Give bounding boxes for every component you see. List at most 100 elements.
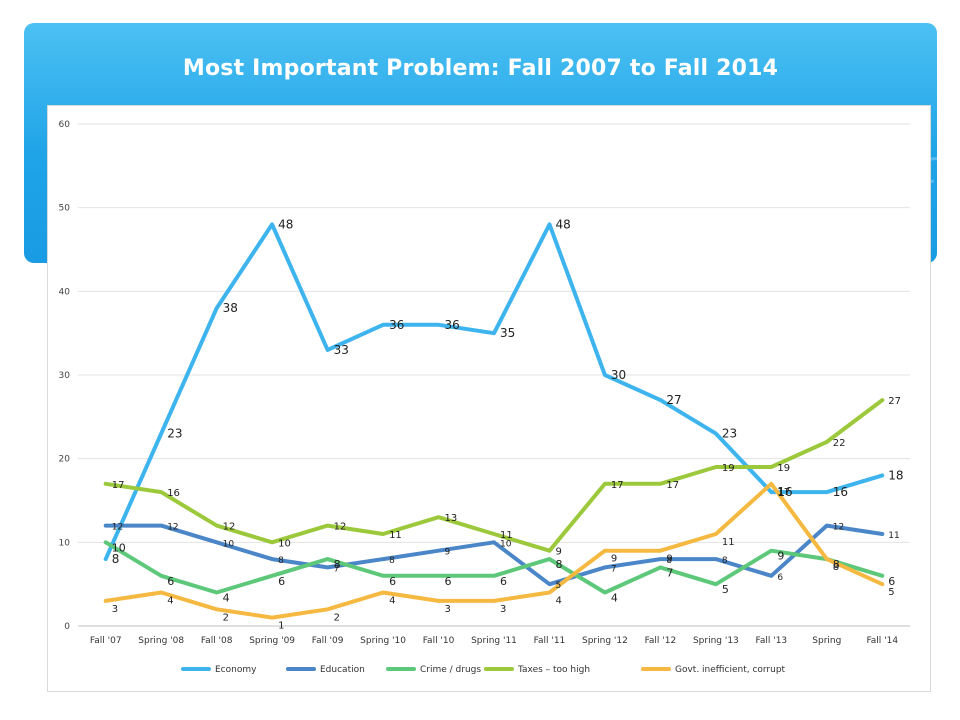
data-label: 8	[722, 556, 728, 566]
data-label: 10	[500, 539, 512, 549]
data-label: 4	[223, 592, 230, 605]
data-label: 23	[167, 427, 182, 441]
data-label: 7	[611, 564, 617, 574]
data-label: 8	[278, 556, 284, 566]
data-label: 6	[278, 575, 285, 588]
y-axis-ticks: 0 10 20 30 40 50 60	[59, 120, 71, 632]
data-label: 35	[500, 326, 515, 340]
data-label: 8	[833, 562, 839, 573]
data-label: 5	[555, 581, 561, 591]
data-label: 2	[223, 612, 229, 623]
data-label: 3	[500, 604, 506, 615]
y-tick-label: 0	[64, 622, 70, 632]
data-label: 4	[389, 596, 395, 607]
data-label: 8	[112, 552, 120, 566]
data-label: 13	[445, 513, 458, 524]
data-label: 6	[500, 575, 507, 588]
data-label: 17	[666, 480, 679, 491]
series-line	[103, 523, 885, 587]
data-label: 8	[666, 556, 672, 566]
data-label: 3	[112, 604, 118, 615]
x-tick-label: Spring '13	[693, 636, 739, 646]
data-label: 6	[167, 575, 174, 588]
legend: Economy Education Crime / drugs Taxes – too…	[181, 665, 786, 675]
data-label: 38	[223, 301, 238, 315]
data-label: 48	[555, 217, 570, 231]
data-label: 7	[334, 564, 340, 574]
data-label: 5	[888, 587, 894, 598]
series-line	[103, 540, 885, 595]
x-tick-label: Spring '10	[360, 636, 406, 646]
x-tick-label: Fall '10	[423, 636, 455, 646]
data-label: 33	[334, 343, 349, 357]
y-tick-label: 60	[59, 120, 71, 130]
y-tick-label: 30	[59, 371, 71, 381]
data-label: 36	[389, 318, 404, 332]
data-label: 6	[888, 575, 895, 588]
data-label: 36	[445, 318, 460, 332]
data-label: 9	[555, 547, 561, 558]
data-label: 23	[722, 427, 737, 441]
series-lines	[103, 222, 885, 620]
legend-label: Taxes – too high	[517, 665, 590, 675]
x-tick-label: Spring '12	[582, 636, 628, 646]
x-axis-ticks: Fall '07 Spring '08 Fall '08 Spring '09 Fall…	[90, 636, 898, 646]
x-tick-label: Fall '07	[90, 636, 122, 646]
data-label: 48	[278, 217, 293, 231]
data-label: 16	[777, 485, 792, 499]
chart-panel: 0 10 20 30 40 50 60 Fall '07 Spring '08 Fall '08…	[47, 105, 931, 692]
x-tick-label: Fall '14	[866, 636, 898, 646]
legend-label: Education	[320, 665, 365, 675]
data-label: 16	[833, 485, 848, 499]
data-label: 17	[112, 480, 125, 491]
x-tick-label: Fall '13	[756, 636, 788, 646]
data-label: 9	[445, 548, 451, 558]
data-label: 30	[611, 368, 626, 382]
data-label: 19	[777, 463, 790, 474]
data-label: 4	[611, 592, 618, 605]
data-label: 8	[833, 558, 840, 571]
data-label: 12	[833, 523, 844, 533]
data-label: 8	[555, 558, 562, 571]
data-label: 2	[334, 612, 340, 623]
data-label: 1	[278, 621, 284, 632]
gridlines	[78, 123, 910, 627]
y-tick-label: 20	[59, 455, 71, 465]
data-label: 11	[389, 530, 402, 541]
data-label: 18	[888, 468, 903, 482]
x-tick-label: Fall '11	[534, 636, 566, 646]
y-tick-label: 40	[59, 287, 71, 297]
x-tick-label: Fall '09	[312, 636, 344, 646]
data-label: 22	[833, 438, 846, 449]
data-label: 4	[555, 596, 561, 607]
data-label: 3	[445, 604, 451, 615]
data-label: 6	[389, 575, 396, 588]
data-label: 16	[167, 488, 180, 499]
data-label: 12	[112, 523, 123, 533]
data-label: 11	[500, 530, 513, 541]
legend-label: Economy	[215, 665, 257, 675]
data-label: 9	[611, 554, 617, 565]
data-label: 27	[888, 396, 901, 407]
data-label: 11	[722, 537, 735, 548]
line-chart: 0 10 20 30 40 50 60 Fall '07 Spring '08 Fall '08…	[59, 120, 910, 675]
data-label: 6	[777, 573, 783, 583]
x-tick-label: Spring	[812, 636, 841, 646]
data-label: 17	[611, 480, 624, 491]
data-label: 5	[722, 583, 729, 596]
legend-label: Govt. inefficient, corrupt	[675, 665, 786, 675]
x-tick-label: Spring '11	[471, 636, 517, 646]
data-label: 9	[777, 550, 784, 563]
x-tick-label: Fall '08	[201, 636, 233, 646]
data-label: 27	[666, 393, 681, 407]
slide-title: Most Important Problem: Fall 2007 to Fal…	[182, 56, 779, 81]
data-label: 10	[223, 539, 235, 549]
x-tick-label: Spring '08	[138, 636, 184, 646]
data-label: 17	[777, 487, 790, 498]
data-label: 8	[334, 558, 341, 571]
legend-label: Crime / drugs	[420, 665, 481, 675]
x-tick-label: Spring '09	[249, 636, 295, 646]
data-label: 19	[722, 463, 735, 474]
series-line	[103, 398, 885, 553]
